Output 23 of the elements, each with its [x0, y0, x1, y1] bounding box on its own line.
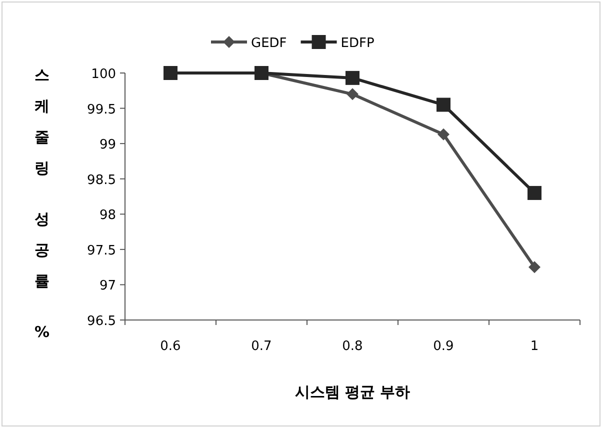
x-tick-label: 0.9	[433, 339, 454, 354]
point	[528, 186, 542, 200]
ylabel: 스케줄링 성공률 %	[34, 66, 50, 341]
point	[438, 128, 450, 140]
x-tick-label: 0.8	[342, 339, 363, 354]
y-tick-label: 99.5	[87, 102, 116, 118]
x-tick-label: 0.6	[160, 339, 181, 354]
y-tick-label: 97.5	[87, 243, 116, 258]
legend-label: GEDF	[251, 36, 287, 51]
legend-label: EDFP	[340, 36, 374, 51]
y-tick-label: 98.5	[87, 172, 116, 188]
y-tick-label: 99	[99, 138, 116, 153]
point	[346, 70, 360, 85]
point	[528, 261, 540, 274]
y-tick-label: 98	[99, 208, 116, 224]
x-axis-title: 시스템 평균 부하	[294, 383, 410, 401]
x-tick-label: 0.7	[251, 339, 272, 354]
y-tick-label: 96.5	[87, 314, 116, 329]
y-tick-label: 97	[99, 278, 116, 294]
point	[346, 88, 358, 100]
x-tick-label: 1	[530, 339, 539, 354]
y-tick-label: 100	[91, 67, 116, 82]
point	[436, 98, 450, 112]
